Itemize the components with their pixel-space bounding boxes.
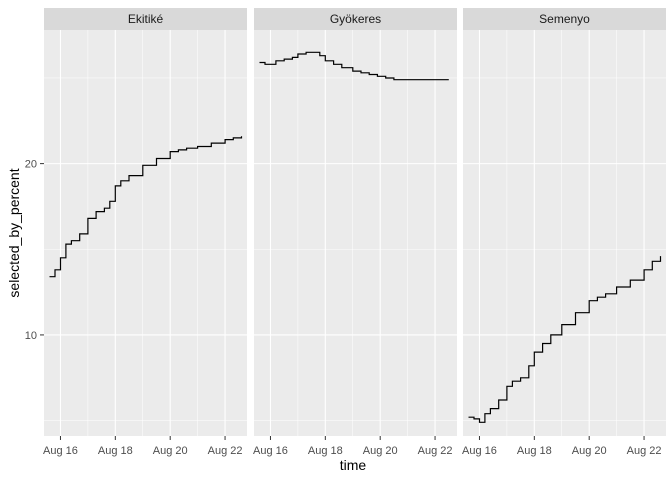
y-axis: 10 20 (25, 159, 44, 342)
panel-background (44, 30, 247, 436)
facet-label: Semenyo (539, 12, 590, 26)
y-tick-label: 20 (25, 159, 37, 171)
x-tick-label: Aug 22 (627, 445, 662, 457)
x-tick-label: Aug 22 (208, 445, 243, 457)
x-tick-label: Aug 20 (153, 445, 188, 457)
y-axis-title: selected_by_percent (6, 168, 22, 297)
x-tick-label: Aug 18 (308, 445, 343, 457)
series-line-1 (49, 136, 243, 278)
panels-group: Ekitiké Aug 16 Aug 18 Aug 20 Aug 22 Gyökeres A… (43, 8, 666, 457)
x-axis-title: time (340, 457, 367, 473)
facet-strip (463, 8, 666, 30)
series-line-3 (468, 256, 662, 423)
x-tick-label: Aug 20 (572, 445, 607, 457)
facet-label: Gyökeres (330, 12, 381, 26)
panel-2: Gyökeres Aug 16 Aug 18 Aug 20 Aug 22 (253, 8, 457, 457)
x-tick-label: Aug 16 (462, 445, 497, 457)
panel-1: Ekitiké Aug 16 Aug 18 Aug 20 Aug 22 (43, 8, 247, 457)
x-tick-label: Aug 18 (98, 445, 133, 457)
panel-3: Semenyo Aug 16 Aug 18 Aug 20 Aug 22 (462, 8, 666, 457)
series-line-2 (259, 51, 449, 81)
x-tick-label: Aug 20 (363, 445, 398, 457)
x-tick-label: Aug 22 (418, 445, 453, 457)
facet-strip (254, 8, 457, 30)
x-tick-label: Aug 16 (43, 445, 78, 457)
panel-background (463, 30, 666, 436)
facet-label: Ekitiké (128, 12, 164, 26)
panel-background (254, 30, 457, 436)
x-tick-label: Aug 16 (253, 445, 288, 457)
y-tick-label: 10 (25, 330, 37, 342)
facet-strip (44, 8, 247, 30)
x-tick-label: Aug 18 (517, 445, 552, 457)
